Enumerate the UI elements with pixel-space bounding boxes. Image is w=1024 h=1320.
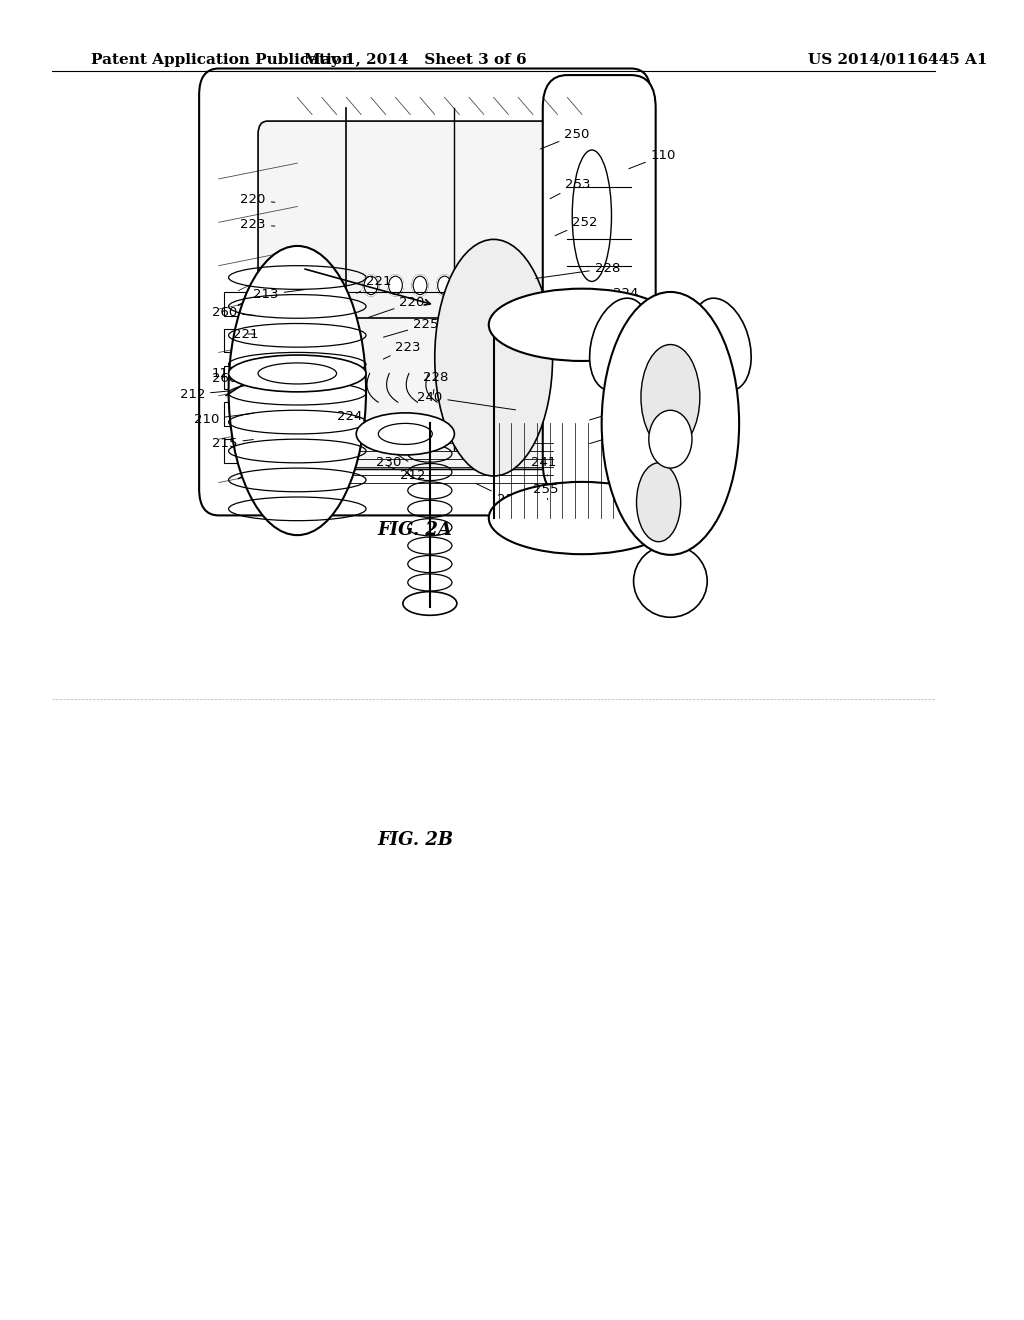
Ellipse shape [378, 424, 432, 445]
Ellipse shape [258, 363, 337, 384]
Ellipse shape [637, 463, 681, 541]
Bar [223, 440, 255, 463]
Text: US 2014/0116445 A1: US 2014/0116445 A1 [808, 53, 987, 67]
Text: 212: 212 [388, 466, 426, 483]
Text: 250: 250 [569, 294, 617, 319]
Text: 212: 212 [179, 388, 230, 401]
Circle shape [413, 275, 428, 296]
Text: 223: 223 [241, 218, 274, 231]
Text: FIG. 2A: FIG. 2A [378, 520, 453, 539]
Circle shape [413, 276, 427, 294]
Ellipse shape [488, 482, 675, 554]
Text: 223: 223 [383, 341, 421, 359]
Circle shape [388, 275, 403, 296]
Text: 255: 255 [532, 483, 558, 500]
Text: 210: 210 [195, 413, 253, 426]
Text: 252: 252 [673, 354, 698, 371]
Text: 223: 223 [595, 362, 650, 375]
Ellipse shape [572, 150, 611, 281]
Circle shape [364, 275, 379, 296]
Ellipse shape [641, 345, 699, 450]
Text: 228: 228 [536, 261, 621, 279]
Circle shape [461, 275, 477, 296]
Circle shape [364, 275, 379, 296]
Circle shape [510, 275, 526, 296]
Circle shape [388, 275, 403, 296]
Circle shape [413, 275, 428, 296]
Circle shape [510, 275, 526, 296]
Ellipse shape [634, 545, 708, 618]
Ellipse shape [691, 298, 752, 391]
Text: 224: 224 [337, 411, 383, 438]
Text: 252: 252 [555, 215, 598, 235]
Bar [223, 329, 255, 352]
Circle shape [389, 276, 402, 294]
FancyBboxPatch shape [543, 75, 655, 496]
FancyBboxPatch shape [199, 69, 651, 515]
Text: 250: 250 [541, 128, 590, 149]
Text: 260: 260 [212, 306, 255, 319]
Text: 220: 220 [369, 296, 425, 317]
Text: 228: 228 [356, 430, 408, 462]
Text: 220: 220 [241, 194, 274, 206]
Text: 213: 213 [253, 288, 304, 301]
Text: 221: 221 [356, 275, 391, 293]
Circle shape [485, 275, 502, 296]
Text: 260: 260 [212, 372, 255, 385]
Circle shape [511, 276, 525, 294]
Text: Patent Application Publication: Patent Application Publication [91, 53, 353, 67]
Ellipse shape [590, 298, 649, 391]
Text: 230: 230 [376, 457, 410, 475]
Ellipse shape [228, 246, 366, 535]
Ellipse shape [402, 591, 457, 615]
Bar [223, 403, 255, 426]
Text: 253: 253 [673, 528, 698, 548]
Text: 253: 253 [629, 314, 668, 337]
Text: 110: 110 [629, 149, 676, 169]
Circle shape [462, 276, 476, 294]
Text: 253: 253 [550, 178, 591, 199]
Text: 225: 225 [383, 318, 438, 337]
Text: 215: 215 [212, 437, 253, 450]
Text: 210: 210 [476, 483, 522, 506]
Text: 230: 230 [585, 310, 639, 327]
Text: May 1, 2014   Sheet 3 of 6: May 1, 2014 Sheet 3 of 6 [304, 53, 526, 67]
Ellipse shape [488, 289, 675, 360]
Circle shape [365, 276, 378, 294]
Text: 110: 110 [212, 367, 253, 380]
Text: 228: 228 [423, 371, 449, 395]
Bar [223, 292, 255, 315]
Ellipse shape [435, 239, 553, 477]
Text: 253: 253 [663, 335, 688, 354]
Ellipse shape [602, 292, 739, 554]
Text: FIG. 2B: FIG. 2B [377, 830, 454, 849]
Ellipse shape [228, 355, 366, 392]
Text: 255: 255 [590, 428, 634, 444]
Text: 225: 225 [250, 360, 275, 374]
Text: 240: 240 [560, 335, 605, 350]
Circle shape [461, 275, 477, 296]
Text: 240: 240 [417, 391, 515, 409]
Text: 224: 224 [585, 286, 639, 305]
Circle shape [485, 275, 502, 296]
Circle shape [437, 276, 452, 294]
FancyBboxPatch shape [258, 121, 572, 470]
Circle shape [486, 276, 501, 294]
Text: 241: 241 [531, 457, 556, 477]
Text: 215: 215 [590, 404, 634, 420]
Circle shape [649, 411, 692, 469]
Ellipse shape [356, 413, 455, 455]
Circle shape [436, 275, 453, 296]
Bar [223, 366, 255, 389]
Text: 221: 221 [232, 327, 258, 341]
Circle shape [436, 275, 453, 296]
